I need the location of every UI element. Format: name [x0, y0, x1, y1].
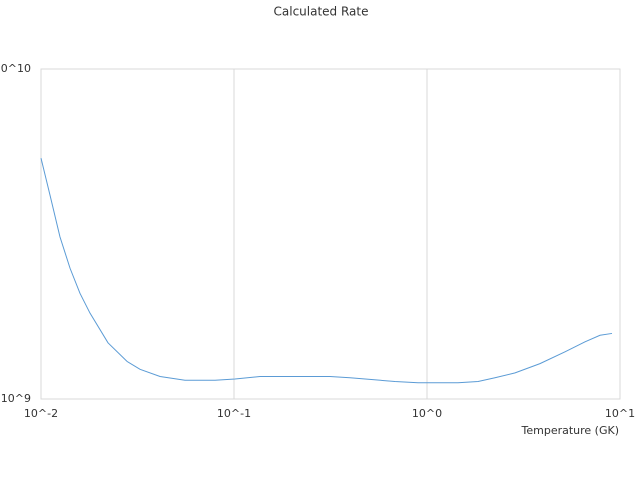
- y-tick-label: 10^9: [1, 392, 31, 405]
- y-tick-label: 10^10: [0, 62, 31, 75]
- x-axis-label: Temperature (GK): [521, 424, 620, 437]
- x-tick-label: 10^-1: [217, 407, 251, 420]
- chart-title: Calculated Rate: [274, 5, 369, 19]
- x-tick-label: 10^0: [412, 407, 442, 420]
- x-tick-label: 10^1: [605, 407, 635, 420]
- series-line: [40, 157, 613, 384]
- plot-area: [40, 68, 621, 400]
- x-tick-label: 10^-2: [24, 407, 58, 420]
